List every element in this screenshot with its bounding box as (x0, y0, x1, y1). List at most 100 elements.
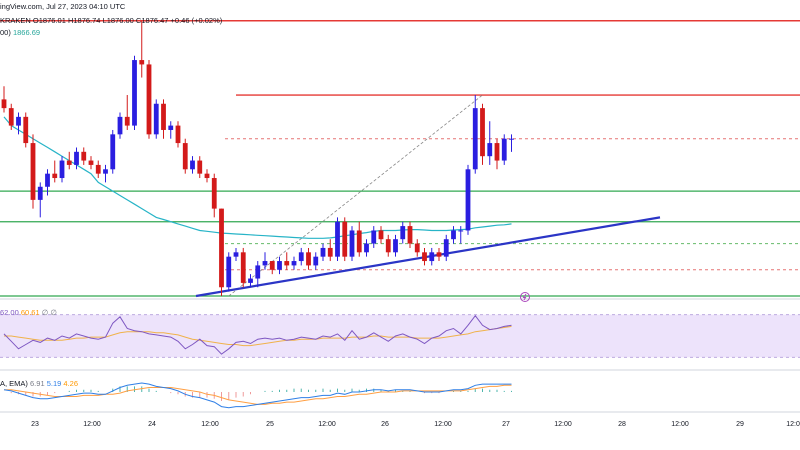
candle-body (472, 108, 478, 170)
candle-body (146, 64, 152, 135)
ema-legend-value: 1866.69 (12, 28, 41, 37)
candle-body (59, 160, 65, 179)
candle-body (219, 208, 224, 288)
candle-body (284, 261, 290, 266)
x-axis-tick-label: 12:00 (201, 421, 219, 428)
candle-body (407, 226, 413, 244)
candle-body (451, 230, 456, 240)
x-axis-tick-label: 24 (148, 421, 156, 428)
candle-body (385, 239, 391, 253)
candle-body (204, 173, 210, 179)
rsi-legend[interactable]: 62.00 60.61 ∅ ∅ (0, 308, 57, 317)
macd-value: 5.19 (46, 379, 62, 388)
ema-legend-label: 00) (0, 28, 11, 37)
candle-body (110, 134, 116, 170)
macd-line (3, 382, 512, 409)
candle-body (66, 160, 72, 165)
x-axis-tick-label: 25 (266, 421, 274, 428)
candle-body (298, 252, 304, 262)
alert-icon (520, 292, 530, 302)
candle-body (153, 103, 159, 135)
x-axis-tick-label: 12:00 (318, 421, 336, 428)
candle-body (1, 99, 7, 109)
macd-label: A, EMA) (0, 379, 28, 388)
macd-signal-value: 4.26 (63, 379, 79, 388)
candle-body (8, 108, 14, 126)
candle-body (313, 256, 319, 266)
candle-body (95, 164, 101, 174)
candle-body (465, 169, 471, 231)
x-axis-tick-label: 12:00 (434, 421, 452, 428)
ohlc-legend: KRAKEN O1876.01 H1876.74 L1876.00 C1876.… (0, 16, 222, 25)
trendline-support (195, 216, 661, 298)
x-axis-tick-label: 29 (736, 421, 744, 428)
candle-body (16, 116, 21, 126)
candle-body (277, 261, 282, 270)
candle-body (306, 252, 311, 266)
candle-body (255, 265, 261, 279)
candle-body (320, 247, 326, 257)
rsi-ma-value: 60.61 (20, 308, 40, 317)
candle-body (190, 160, 195, 170)
candle-body (124, 116, 130, 126)
candle-body (436, 252, 442, 257)
candle-body (211, 178, 217, 209)
x-axis-tick-label: 12:00 (554, 421, 572, 428)
watermark-text: ingView.com, Jul 27, 2023 04:10 UTC (0, 2, 125, 11)
candle-body (378, 230, 384, 240)
x-axis-tick-label: 12:00 (671, 421, 689, 428)
alert-bolt-icon (522, 293, 527, 301)
candle-body (132, 60, 137, 126)
ohlc-values: KRAKEN O1876.01 H1876.74 L1876.00 C1876.… (0, 16, 223, 25)
candle-body (356, 230, 362, 253)
candle-body (494, 143, 500, 161)
rsi-line (3, 314, 512, 355)
candle-body (52, 173, 58, 179)
candle-body (30, 143, 36, 200)
candle-body (88, 160, 94, 165)
candle-body (175, 125, 181, 144)
candle-body (45, 173, 50, 187)
candle-body (233, 252, 239, 257)
candle-body (74, 151, 79, 165)
candle-body (117, 116, 123, 135)
candle-body (226, 256, 232, 288)
x-axis-tick-label: 23 (31, 421, 39, 428)
candle-body (393, 239, 398, 253)
candle-body (291, 261, 297, 266)
x-axis-tick-label: 12:00 (786, 421, 800, 428)
candle-body (269, 261, 275, 270)
candle-body (501, 138, 507, 161)
candle-body (182, 143, 188, 170)
candle-body (480, 108, 485, 157)
candle-body (371, 230, 377, 244)
candle-body (161, 103, 166, 130)
macd-legend[interactable]: A, EMA) 6.91 5.19 4.26 (0, 379, 78, 388)
macd-hist-value: 6.91 (30, 379, 45, 388)
candle-body (487, 143, 493, 157)
x-axis-tick-label: 28 (618, 421, 626, 428)
candle-body (197, 160, 203, 174)
candle-body (400, 226, 406, 240)
x-axis-tick-label: 26 (381, 421, 389, 428)
candle-body (429, 252, 435, 262)
candle-body (139, 60, 145, 65)
candle-body (248, 278, 253, 283)
ema-100-line (3, 116, 512, 239)
rsi-value: 62.00 (0, 308, 19, 317)
candle-body (23, 116, 29, 144)
candle-body (335, 221, 340, 257)
x-axis-tick-label: 12:00 (83, 421, 101, 428)
candle-body (364, 243, 369, 253)
candle-body (342, 221, 348, 257)
x-axis-tick-label: 27 (502, 421, 510, 428)
fib-diagonal-line (228, 94, 483, 297)
ema-legend[interactable]: 00) 1866.69 (0, 28, 40, 37)
candle-body (414, 243, 420, 253)
candle-body (458, 230, 464, 232)
candle-body (422, 252, 427, 262)
rsi-extra: ∅ ∅ (41, 308, 57, 317)
candle-body (103, 169, 108, 174)
